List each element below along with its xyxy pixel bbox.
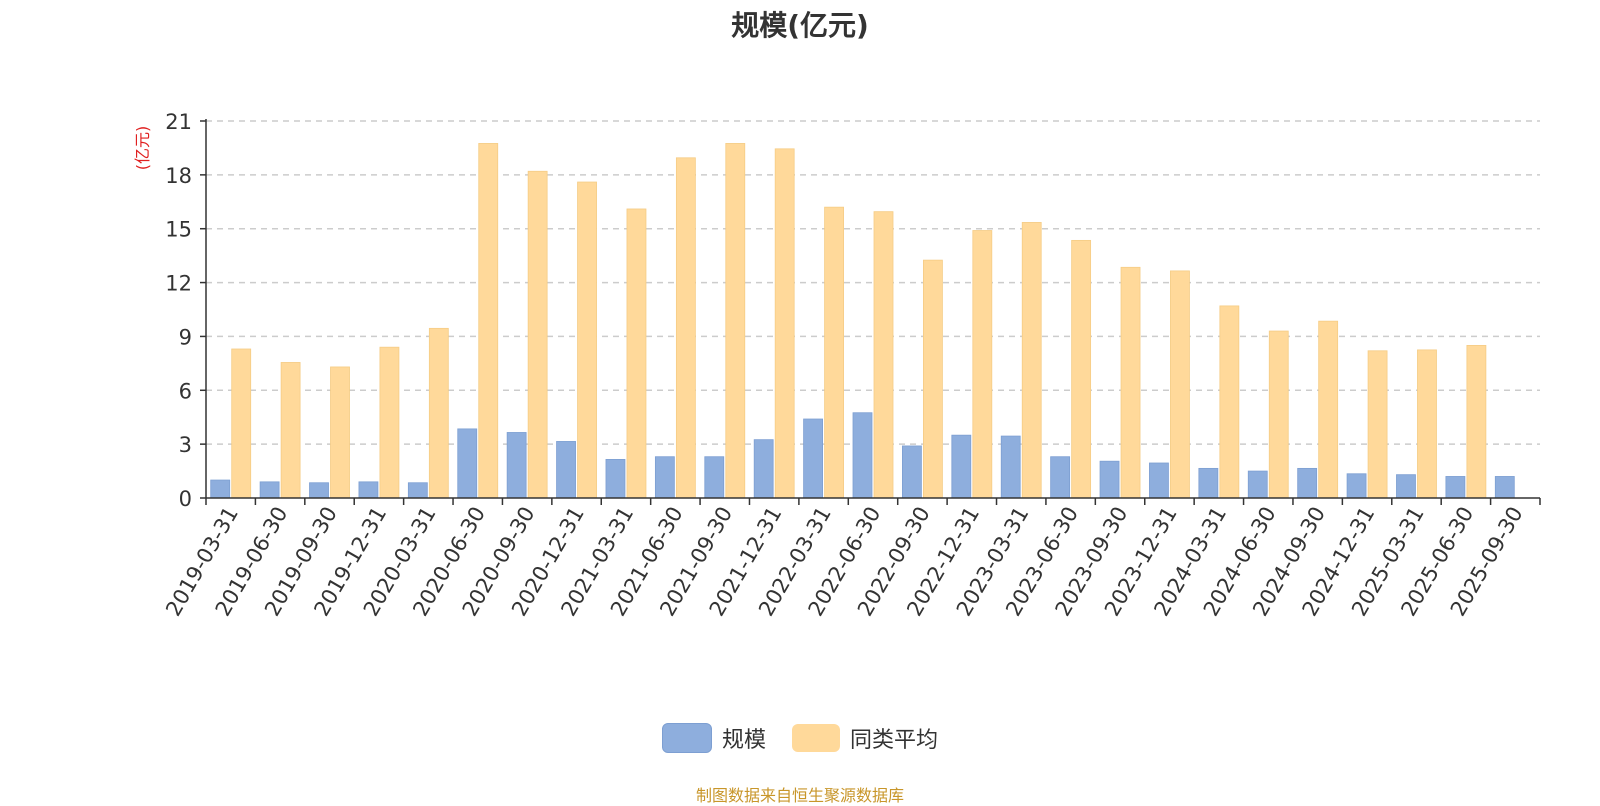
source-note: 制图数据来自恒生聚源数据库 — [695, 786, 904, 805]
bar-scale-2021-09-30[interactable] — [704, 456, 725, 499]
bar-peer-average-2023-12-31[interactable] — [1170, 270, 1190, 499]
bar-peer-average-2021-06-30[interactable] — [675, 157, 696, 499]
bar-scale-2024-06-30[interactable] — [1247, 470, 1268, 499]
legend-swatch-scale — [661, 723, 712, 753]
bar-scale-2021-12-31[interactable] — [753, 439, 774, 499]
legend-label-peer-average: 同类平均 — [850, 728, 939, 753]
bar-scale-2019-06-30[interactable] — [259, 481, 280, 499]
bar-scale-2020-06-30[interactable] — [457, 428, 478, 499]
legend-item-peer-average[interactable]: 同类平均 — [792, 722, 938, 754]
bar-scale-2020-03-31[interactable] — [407, 482, 428, 499]
bar-scale-2022-12-31[interactable] — [951, 434, 972, 499]
y-tick-label: 15 — [165, 218, 192, 242]
bar-scale-2023-12-31[interactable] — [1149, 462, 1169, 499]
bar-scale-2019-12-31[interactable] — [358, 481, 379, 499]
bar-scale-2024-09-30[interactable] — [1297, 467, 1318, 499]
chart-title: 规模(亿元) — [731, 9, 869, 42]
bar-peer-average-2023-03-31[interactable] — [1021, 222, 1042, 499]
bar-peer-average-2022-06-30[interactable] — [873, 211, 894, 499]
bar-scale-2021-03-31[interactable] — [605, 459, 626, 499]
bar-peer-average-2024-09-30[interactable] — [1318, 320, 1339, 499]
y-tick-label: 3 — [179, 433, 192, 457]
bar-scale-2022-06-30[interactable] — [852, 412, 873, 499]
bar-peer-average-2025-03-31[interactable] — [1417, 349, 1437, 499]
y-tick-label: 9 — [179, 325, 192, 349]
bar-peer-average-2020-12-31[interactable] — [577, 181, 597, 499]
bar-scale-2025-06-30[interactable] — [1445, 476, 1466, 499]
bar-peer-average-2024-06-30[interactable] — [1268, 330, 1289, 499]
bar-scale-2021-06-30[interactable] — [654, 456, 675, 499]
bar-peer-average-2023-09-30[interactable] — [1120, 266, 1141, 499]
bar-scale-2020-09-30[interactable] — [506, 432, 527, 499]
bar-scale-2023-03-31[interactable] — [1000, 435, 1021, 499]
bar-peer-average-2020-03-31[interactable] — [428, 327, 449, 499]
legend-swatch-peer-average — [792, 724, 840, 752]
bar-peer-average-2025-06-30[interactable] — [1466, 345, 1487, 499]
bar-peer-average-2022-03-31[interactable] — [824, 206, 844, 499]
bar-peer-average-2019-06-30[interactable] — [280, 362, 301, 499]
bar-peer-average-2021-12-31[interactable] — [774, 148, 795, 499]
bar-scale-2022-03-31[interactable] — [803, 418, 823, 499]
bar-scale-2019-03-31[interactable] — [210, 479, 231, 499]
y-tick-label: 21 — [165, 110, 192, 134]
bar-scale-2023-06-30[interactable] — [1050, 456, 1071, 499]
bar-peer-average-2021-09-30[interactable] — [725, 143, 746, 499]
bar-peer-average-2024-12-31[interactable] — [1367, 350, 1388, 499]
bar-peer-average-2020-06-30[interactable] — [478, 143, 499, 499]
bar-peer-average-2023-06-30[interactable] — [1071, 239, 1092, 499]
bar-peer-average-2022-12-31[interactable] — [972, 230, 993, 499]
bars — [210, 143, 1515, 499]
legend: 规模 同类平均 — [0, 722, 1600, 754]
bar-scale-2025-09-30[interactable] — [1494, 476, 1515, 499]
bar-peer-average-2022-09-30[interactable] — [923, 259, 943, 499]
legend-item-scale[interactable]: 规模 — [661, 722, 766, 754]
y-tick-label: 6 — [179, 379, 192, 403]
bar-scale-2019-09-30[interactable] — [309, 482, 329, 499]
bar-peer-average-2020-09-30[interactable] — [527, 170, 548, 499]
y-tick-label: 12 — [165, 272, 192, 296]
bar-scale-2020-12-31[interactable] — [556, 441, 576, 499]
bar-peer-average-2019-03-31[interactable] — [231, 348, 252, 499]
grid-lines — [206, 120, 1540, 445]
bar-peer-average-2019-09-30[interactable] — [330, 366, 350, 499]
bar-scale-2022-09-30[interactable] — [902, 445, 922, 499]
bar-scale-2023-09-30[interactable] — [1099, 460, 1120, 499]
y-axis-label: (亿元) — [133, 126, 152, 171]
y-tick-label: 0 — [179, 487, 192, 511]
bar-peer-average-2019-12-31[interactable] — [379, 346, 400, 499]
y-tick-label: 18 — [165, 164, 192, 188]
bar-scale-2024-03-31[interactable] — [1198, 467, 1219, 499]
bar-peer-average-2024-03-31[interactable] — [1219, 305, 1240, 499]
legend-label-scale: 规模 — [721, 728, 766, 753]
bar-scale-2024-12-31[interactable] — [1346, 473, 1367, 499]
bar-peer-average-2021-03-31[interactable] — [626, 208, 647, 499]
bar-scale-2025-03-31[interactable] — [1396, 474, 1416, 499]
